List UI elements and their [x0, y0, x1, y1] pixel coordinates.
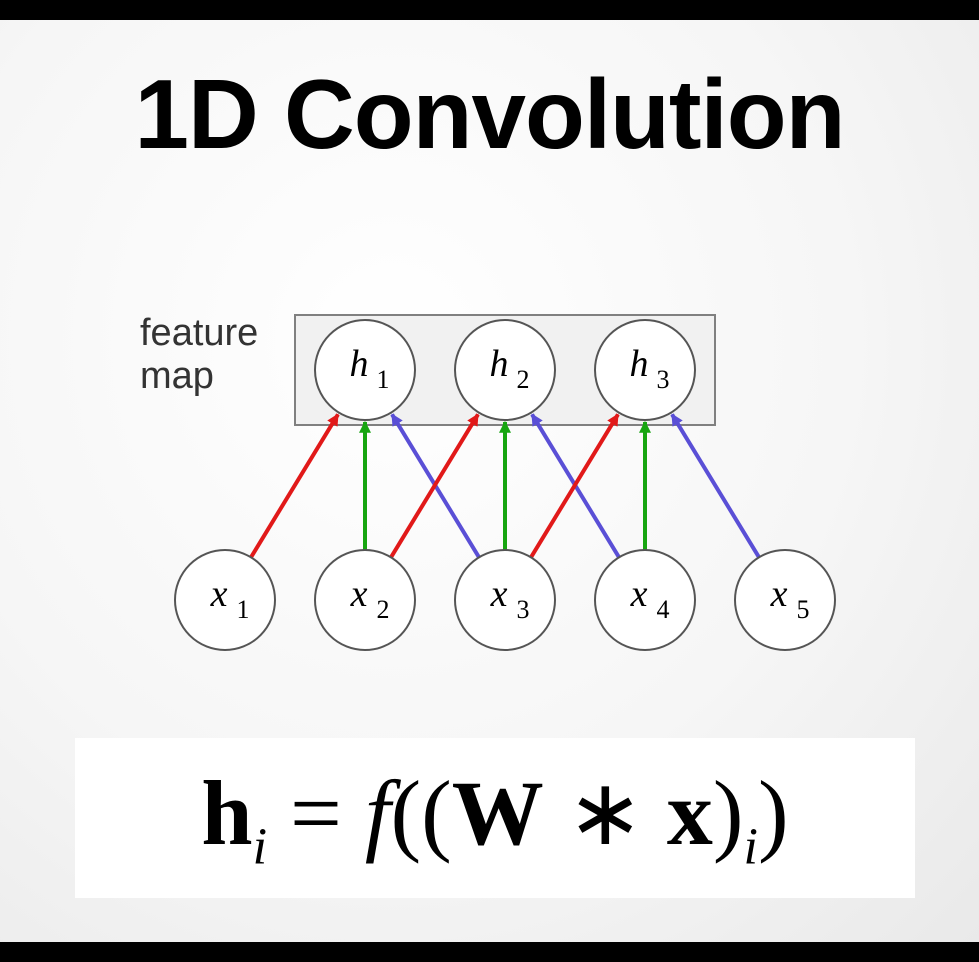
- eq-f: f: [365, 762, 391, 864]
- node-label-sub-h2: 2: [517, 365, 530, 394]
- node-label-h2: h: [490, 343, 509, 385]
- node-label-x2: x: [350, 573, 368, 615]
- node-label-sub-x5: 5: [797, 595, 810, 624]
- node-label-h3: h: [630, 343, 649, 385]
- eq-x: x: [667, 762, 713, 864]
- edge-x5-to-h3: [672, 414, 759, 557]
- feature-map-label-line2: map: [140, 355, 214, 397]
- node-label-x4: x: [630, 573, 648, 615]
- feature-map-label-line1: feature: [140, 312, 258, 354]
- node-label-x5: x: [770, 573, 788, 615]
- node-label-sub-x1: 1: [237, 595, 250, 624]
- equation-box: hi = f((W ∗ x)i): [75, 738, 915, 898]
- eq-i1: i: [253, 819, 267, 876]
- slide-surface: 1D Convolution featuremaph1h2h3x1x2x3x4x…: [0, 20, 979, 942]
- edge-x1-to-h1: [251, 414, 338, 557]
- eq-h: h: [201, 762, 252, 864]
- eq-star: ∗: [544, 762, 667, 864]
- node-label-sub-h3: 3: [657, 365, 670, 394]
- eq-i2: i: [744, 819, 758, 876]
- node-label-sub-x3: 3: [517, 595, 530, 624]
- eq-lparen2: (: [421, 762, 452, 864]
- eq-lparen1: (: [390, 762, 421, 864]
- node-label-sub-x4: 4: [657, 595, 670, 624]
- node-label-x3: x: [490, 573, 508, 615]
- eq-rparen2: ): [758, 762, 789, 864]
- node-label-sub-x2: 2: [377, 595, 390, 624]
- eq-equals: =: [267, 762, 365, 864]
- eq-rparen1: ): [713, 762, 744, 864]
- node-label-h1: h: [350, 343, 369, 385]
- eq-W: W: [452, 762, 544, 864]
- equation: hi = f((W ∗ x)i): [201, 759, 788, 876]
- node-label-sub-h1: 1: [377, 365, 390, 394]
- node-label-x1: x: [210, 573, 228, 615]
